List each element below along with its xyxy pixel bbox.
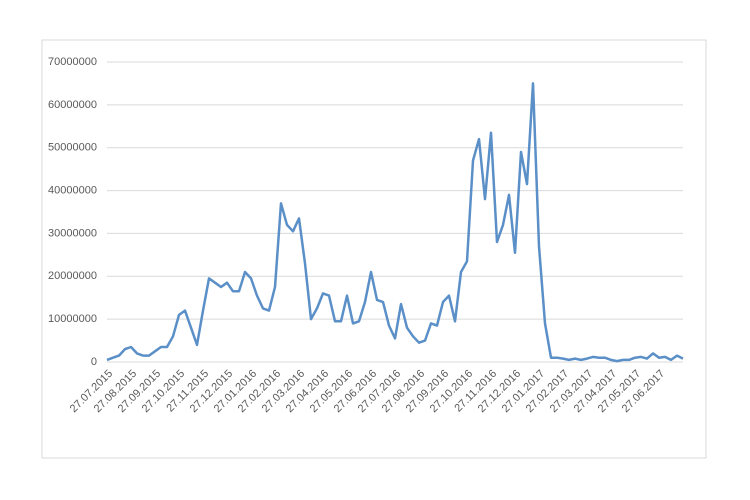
y-tick-label: 30000000 bbox=[48, 227, 97, 239]
y-tick-label: 0 bbox=[91, 356, 97, 368]
chart-frame bbox=[41, 39, 707, 459]
y-tick-label: 60000000 bbox=[48, 99, 97, 111]
data-line bbox=[106, 82, 684, 363]
y-tick-label: 20000000 bbox=[48, 270, 97, 282]
y-tick-label: 50000000 bbox=[48, 142, 97, 154]
y-tick-label: 10000000 bbox=[48, 313, 97, 325]
y-tick-label: 40000000 bbox=[48, 184, 97, 196]
y-tick-label: 70000000 bbox=[48, 56, 97, 68]
